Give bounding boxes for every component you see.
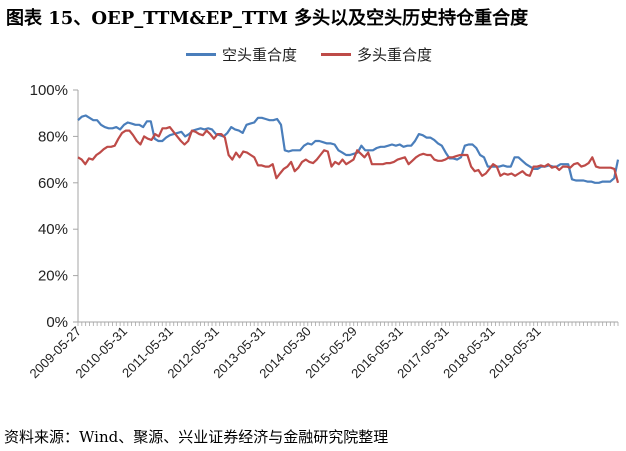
legend-label-long: 多头重合度	[357, 46, 433, 64]
legend-swatch-long	[321, 53, 352, 56]
chart-title: 图表 15、OEP_TTM&EP_TTM 多头以及空头历史持仓重合度	[6, 8, 529, 29]
chart-series	[77, 114, 620, 184]
series-line-long	[77, 125, 620, 184]
y-tick-label: 40%	[38, 221, 68, 238]
y-tick-label: 80%	[38, 128, 68, 145]
legend-item-short: 空头重合度	[186, 44, 297, 65]
y-tick-label: 100%	[30, 82, 68, 99]
y-tick-label: 20%	[38, 268, 68, 285]
legend-label-short: 空头重合度	[222, 46, 298, 64]
legend-item-long: 多头重合度	[321, 44, 432, 65]
y-tick-label: 60%	[38, 175, 68, 192]
source-note: 资料来源：Wind、聚源、兴业证券经济与金融研究院整理	[4, 428, 389, 446]
chart-legend: 空头重合度 多头重合度	[186, 44, 456, 65]
y-tick-label: 0%	[46, 314, 68, 331]
series-line-short	[77, 114, 620, 184]
legend-swatch-short	[186, 53, 216, 56]
